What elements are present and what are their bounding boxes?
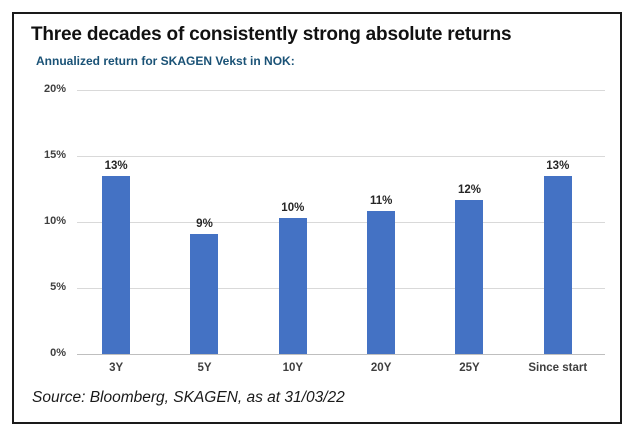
bar-column-25y: 12% 25Y — [425, 90, 513, 374]
x-axis-label: 3Y — [109, 362, 124, 374]
bar — [278, 218, 307, 354]
bar-column-10y: 10% 10Y — [249, 90, 337, 374]
gridline-5 — [77, 288, 605, 289]
x-axis-label: 10Y — [282, 362, 304, 374]
bar — [455, 199, 484, 354]
bar-column-3y: 13% 3Y — [72, 90, 160, 374]
x-axis-label: Since start — [528, 362, 588, 374]
bar — [102, 175, 131, 354]
plot-area: 13% 3Y 9% 5Y 10% 10Y 11% 20Y 12% 25Y 13% Since star… — [72, 90, 602, 374]
bar-value-label: 13% — [546, 159, 570, 172]
bar-column-5y: 9% 5Y — [160, 90, 248, 374]
bar-value-label: 13% — [104, 159, 128, 172]
bar-value-label: 12% — [457, 183, 481, 196]
bar-column-20y: 11% 20Y — [337, 90, 425, 374]
y-tick-label: 10% — [43, 215, 66, 227]
gridline-15 — [77, 156, 605, 157]
bar — [367, 211, 396, 354]
y-tick-label: 5% — [50, 281, 66, 293]
bar — [543, 175, 572, 354]
slide-title: Three decades of consistently strong abs… — [31, 24, 512, 45]
bar-value-label: 11% — [369, 195, 393, 208]
y-tick-label: 0% — [50, 347, 66, 359]
source-note: Source: Bloomberg, SKAGEN, as at 31/03/2… — [32, 389, 345, 406]
gridline-20 — [77, 90, 605, 91]
gridline-0 — [77, 354, 605, 355]
x-axis-label: 25Y — [459, 362, 480, 374]
y-tick-label: 15% — [43, 149, 66, 161]
bar — [190, 233, 219, 354]
bar-column-since-start: 13% Since start — [514, 90, 602, 374]
bar-value-label: 10% — [281, 202, 305, 215]
x-axis-label: 20Y — [370, 362, 392, 374]
bar-value-label: 9% — [196, 217, 213, 230]
x-axis-label: 5Y — [197, 362, 212, 374]
chart-subtitle: Annualized return for SKAGEN Vekst in NO… — [36, 54, 295, 68]
gridline-10 — [77, 222, 605, 223]
y-tick-label: 20% — [43, 83, 66, 95]
